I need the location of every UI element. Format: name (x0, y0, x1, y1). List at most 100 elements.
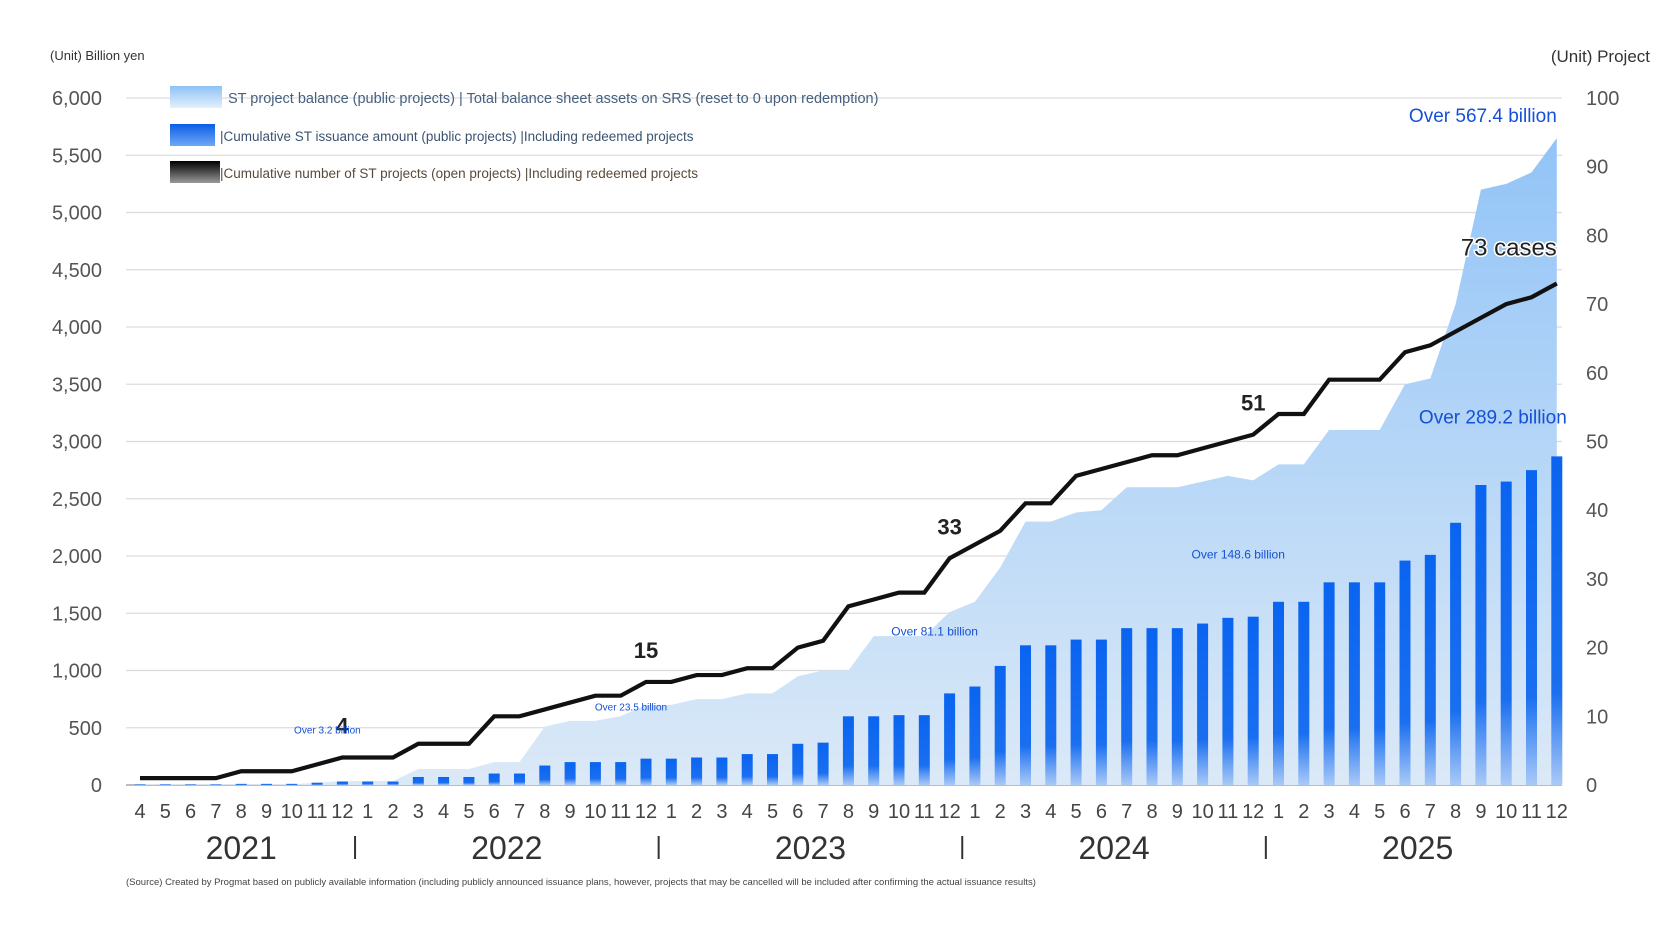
issuance-callout: Over 3.2 billion (294, 726, 361, 737)
left-tick-label: 3,000 (52, 432, 102, 454)
month-tick-label: 7 (1121, 801, 1132, 823)
issuance-bar (261, 783, 272, 785)
month-tick-label: 5 (1071, 801, 1082, 823)
project-count-line (140, 281, 1558, 781)
issuance-bar (716, 757, 728, 785)
month-tick-label: 5 (463, 801, 474, 823)
issuance-bar (159, 784, 171, 785)
balance-area (140, 138, 1557, 785)
balance-callout: Over 567.4 billion (1409, 106, 1557, 127)
issuance-bar (1500, 481, 1512, 785)
issuance-bar (134, 784, 146, 785)
right-unit-label: (Unit) Project (1551, 47, 1650, 66)
right-tick-label: 50 (1586, 432, 1608, 454)
issuance-callout: Over 81.1 billion (891, 624, 978, 638)
left-tick-label: 1,000 (52, 661, 102, 683)
month-tick-label: 12 (938, 801, 960, 823)
month-tick-label: 6 (1096, 801, 1107, 823)
issuance-bar (842, 716, 854, 785)
left-tick-label: 5,000 (52, 203, 102, 225)
issuance-bar (767, 754, 778, 785)
issuance-bar (1475, 485, 1487, 785)
month-tick-label: 10 (1495, 801, 1517, 823)
month-tick-label: 2 (995, 801, 1006, 823)
issuance-bar (615, 762, 627, 785)
issuance-bar (1298, 601, 1310, 785)
month-tick-label: 5 (160, 801, 171, 823)
area-series (140, 138, 1557, 785)
issuance-bar (1121, 628, 1133, 785)
annotations: 4 15 33 51 73 cases Over 3.2 billion Over 23.5… (294, 106, 1567, 738)
x-axis-year-labels: 2021 2022 2023 2024 2025 (206, 830, 1454, 866)
left-tick-label: 2,500 (52, 489, 102, 511)
right-tick-label: 100 (1586, 88, 1619, 110)
issuance-bar (185, 784, 197, 785)
month-tick-label: 1 (362, 801, 373, 823)
legend-area-label: ST project balance (public projects) | T… (228, 91, 878, 107)
issuance-bar (1146, 628, 1158, 785)
x-axis-month-ticks: 4 5 6 7 8 9 10 11 12 1 2 3 4 5 6 7 8 9 10 11 12 1 2 3 4 5 6 7 8 9 10 11… (134, 801, 1567, 823)
issuance-bar (488, 773, 500, 785)
left-tick-label: 500 (69, 718, 102, 740)
left-tick-label: 3,500 (52, 374, 102, 396)
month-tick-label: 8 (1146, 801, 1157, 823)
issuance-bar (463, 776, 475, 785)
legend-line-swatch (170, 161, 220, 183)
left-tick-label: 2,000 (52, 546, 102, 568)
issuance-bar (1070, 639, 1082, 785)
issuance-bar (1399, 560, 1411, 785)
issuance-bar (741, 754, 753, 785)
issuance-bar (311, 782, 323, 785)
issuance-bar (994, 665, 1006, 785)
year-label: 2024 (1078, 830, 1149, 866)
legend-bar-label: |Cumulative ST issuance amount (public p… (220, 129, 694, 144)
issuance-bar (1374, 582, 1386, 785)
issuance-bar (235, 783, 247, 785)
issuance-bar (1197, 623, 1209, 785)
month-tick-label: 8 (236, 801, 247, 823)
issuance-bar (362, 781, 374, 785)
year-label: 2025 (1382, 830, 1453, 866)
month-tick-label: 10 (281, 801, 303, 823)
month-tick-label: 4 (134, 801, 145, 823)
issuance-bar (539, 765, 551, 785)
right-tick-label: 0 (1586, 775, 1597, 797)
right-tick-label: 80 (1586, 225, 1608, 247)
month-tick-label: 10 (584, 801, 606, 823)
month-tick-label: 1 (666, 801, 677, 823)
month-tick-label: 11 (307, 801, 328, 823)
right-tick-label: 20 (1586, 638, 1608, 660)
issuance-bar (792, 743, 804, 785)
issuance-bar (1551, 456, 1563, 785)
issuance-bar (286, 783, 298, 785)
legend-area-swatch (170, 86, 222, 108)
month-tick-label: 7 (818, 801, 829, 823)
month-tick-label: 8 (1450, 801, 1461, 823)
month-tick-label: 7 (210, 801, 221, 823)
issuance-bar (640, 758, 652, 785)
bar-series (134, 456, 1563, 785)
month-tick-label: 6 (489, 801, 500, 823)
left-tick-label: 6,000 (52, 88, 102, 110)
month-tick-label: 1 (969, 801, 980, 823)
issuance-bar (438, 776, 450, 785)
month-tick-label: 5 (767, 801, 778, 823)
issuance-bar (1273, 601, 1284, 785)
right-axis-ticks: 0 10 20 30 40 50 60 70 80 90 100 (1586, 88, 1619, 797)
issuance-bar (1171, 628, 1183, 785)
month-tick-label: 11 (610, 801, 631, 823)
issuance-bar (1323, 582, 1335, 785)
issuance-callout: Over 148.6 billion (1192, 548, 1285, 562)
project-count-callout: 4 (336, 714, 349, 739)
month-tick-label: 12 (1242, 801, 1264, 823)
month-tick-label: 12 (331, 801, 353, 823)
month-tick-label: 4 (1349, 801, 1360, 823)
issuance-callout: Over 23.5 billion (595, 703, 667, 714)
month-tick-label: 7 (1425, 801, 1436, 823)
month-tick-label: 10 (1191, 801, 1213, 823)
issuance-bar (514, 773, 525, 785)
month-tick-label: 11 (914, 801, 935, 823)
right-tick-label: 40 (1586, 500, 1608, 522)
month-tick-label: 2 (1298, 801, 1309, 823)
